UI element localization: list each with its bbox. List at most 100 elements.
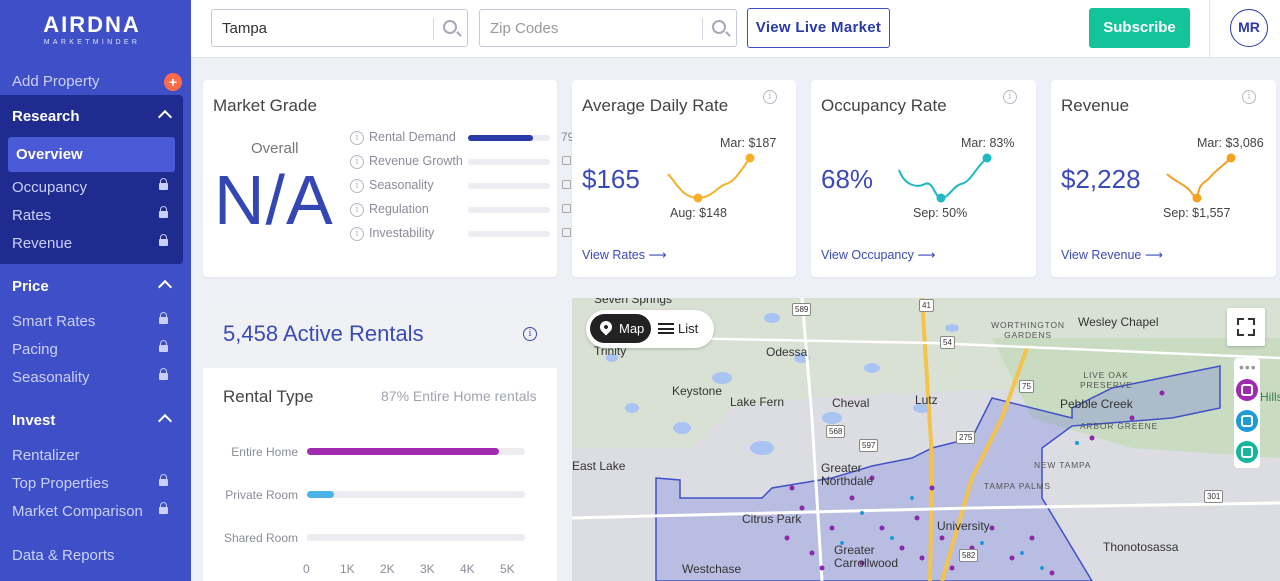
info-icon[interactable]: i — [350, 227, 364, 241]
more-icon[interactable]: ••• — [1239, 359, 1257, 375]
highway — [940, 347, 1029, 581]
view-live-market-button[interactable]: View Live Market — [747, 8, 890, 48]
sidebar-item-top-properties[interactable]: Top Properties — [12, 475, 109, 492]
sparkline-low-dot — [936, 193, 946, 203]
lock-icon — [159, 368, 168, 380]
add-plus-icon[interactable]: + — [164, 73, 182, 91]
bar-track — [307, 534, 525, 541]
rental-dots[interactable] — [784, 390, 1165, 576]
sidebar-item-label: Overview — [16, 146, 83, 163]
map-label: Wesley Chapel — [1078, 315, 1159, 329]
rentals-header — [203, 298, 557, 368]
revenue-sparkline — [1166, 153, 1236, 203]
sidebar-item-smart-rates[interactable]: Smart Rates — [12, 313, 96, 330]
x-tick: 3K — [420, 562, 435, 576]
info-icon[interactable]: i — [350, 131, 364, 145]
active-rentals-title: 5,458 Active Rentals — [223, 321, 424, 346]
avatar[interactable]: MR — [1230, 9, 1268, 47]
map-label: University — [937, 519, 990, 533]
info-icon[interactable]: i — [350, 179, 364, 193]
info-icon[interactable]: i — [763, 90, 777, 104]
map-label: Greater Northdale — [821, 461, 874, 488]
map-label: Cheval — [832, 396, 870, 410]
sidebar-item-pacing[interactable]: Pacing — [12, 341, 58, 358]
shared-layer-icon[interactable] — [1236, 441, 1258, 463]
grade-row-revenue-growth: i Revenue Growth — [350, 154, 571, 170]
bar-shared-room[interactable] — [307, 534, 309, 541]
market-map[interactable]: Seven Springs Trinity Odessa Keystone La… — [572, 298, 1280, 581]
view-occupancy-link[interactable]: View Occupancy ⟶ — [821, 248, 936, 262]
price-section-title[interactable]: Price — [12, 278, 49, 295]
sidebar-item-seasonality[interactable]: Seasonality — [12, 369, 90, 386]
view-rates-link[interactable]: View Rates ⟶ — [582, 248, 667, 262]
sidebar: AIRDNA MARKETMINDER Add Property + Resea… — [0, 0, 191, 581]
bar-private-room[interactable] — [307, 491, 335, 498]
sidebar-item-occupancy[interactable]: Occupancy — [12, 179, 88, 196]
search-icon[interactable] — [443, 20, 457, 34]
lakes — [606, 313, 959, 455]
lock-icon — [562, 228, 571, 237]
sidebar-item-overview[interactable]: Overview — [8, 137, 175, 172]
map-label: Westchase — [682, 562, 742, 576]
market-search-input[interactable]: Tampa — [211, 9, 468, 47]
chevron-up-icon[interactable] — [157, 413, 173, 429]
subscribe-button[interactable]: Subscribe — [1089, 8, 1190, 48]
area-label: ARBOR GREENE — [1080, 421, 1159, 431]
card-title: Average Daily Rate — [582, 96, 729, 115]
fullscreen-icon — [1237, 329, 1244, 336]
grade-row-investability: i Investability — [350, 226, 571, 242]
sparkline-high-dot — [1226, 153, 1236, 163]
bar-label: Shared Room — [223, 531, 298, 545]
sidebar-item-data-reports[interactable]: Data & Reports — [12, 547, 115, 564]
lock-icon — [159, 312, 168, 324]
research-section-title[interactable]: Research — [12, 108, 80, 125]
lock-icon — [159, 340, 168, 352]
sparkline-high-dot — [745, 153, 755, 163]
card-title: Revenue — [1061, 96, 1130, 115]
map-label: Pebble Creek — [1060, 397, 1133, 411]
info-icon[interactable]: i — [1242, 90, 1256, 104]
search-icon[interactable] — [712, 20, 726, 34]
sidebar-item-market-comparison[interactable]: Market Comparison — [12, 503, 143, 520]
map-view-button[interactable]: Map — [590, 314, 651, 343]
zip-placeholder: Zip Codes — [490, 20, 559, 37]
map-label: Greater Carrollwood — [834, 543, 899, 570]
route-shield: 41 — [919, 299, 934, 312]
search-value: Tampa — [222, 20, 268, 37]
map-label: Hillsborough River State — [1260, 390, 1280, 404]
lock-icon — [159, 502, 168, 514]
sparkline-path — [667, 157, 751, 200]
zip-codes-input[interactable]: Zip Codes — [479, 9, 737, 47]
airdna-logo[interactable]: AIRDNA MARKETMINDER — [32, 12, 152, 46]
chevron-up-icon[interactable] — [157, 279, 173, 295]
divider — [1209, 0, 1210, 58]
info-icon[interactable]: i — [350, 203, 364, 217]
sidebar-item-revenue[interactable]: Revenue — [12, 235, 73, 252]
info-icon[interactable]: i — [523, 327, 537, 341]
room-layer-icon[interactable] — [1236, 410, 1258, 432]
sidebar-item-rentalizer[interactable]: Rentalizer — [12, 447, 80, 464]
occupancy-high-label: Mar: 83% — [961, 136, 1015, 150]
home-layer-icon[interactable] — [1236, 379, 1258, 401]
road — [572, 501, 1280, 520]
lock-icon — [562, 180, 571, 189]
view-revenue-link[interactable]: View Revenue ⟶ — [1061, 248, 1163, 262]
info-icon[interactable]: i — [1003, 90, 1017, 104]
bar-entire-home[interactable] — [307, 448, 499, 455]
occupancy-low-label: Sep: 50% — [913, 206, 968, 220]
x-tick: 4K — [460, 562, 475, 576]
road — [800, 298, 824, 581]
map-label: Thonotosassa — [1103, 540, 1179, 554]
sidebar-item-rates[interactable]: Rates — [12, 207, 52, 224]
invest-section-title[interactable]: Invest — [12, 412, 56, 429]
grade-label: Rental Demand — [369, 130, 456, 144]
sparkline-path — [898, 157, 988, 200]
market-boundary — [655, 365, 1221, 581]
route-shield: 568 — [826, 425, 846, 438]
revenue-card: Revenue i $2,228 Mar: $3,086 Sep: $1,557… — [1051, 80, 1276, 277]
list-view-button[interactable]: List — [658, 314, 698, 343]
info-icon[interactable]: i — [350, 155, 364, 169]
add-property-link[interactable]: Add Property — [12, 73, 100, 90]
fullscreen-button[interactable] — [1227, 308, 1265, 346]
grade-value: 79 — [561, 130, 575, 144]
